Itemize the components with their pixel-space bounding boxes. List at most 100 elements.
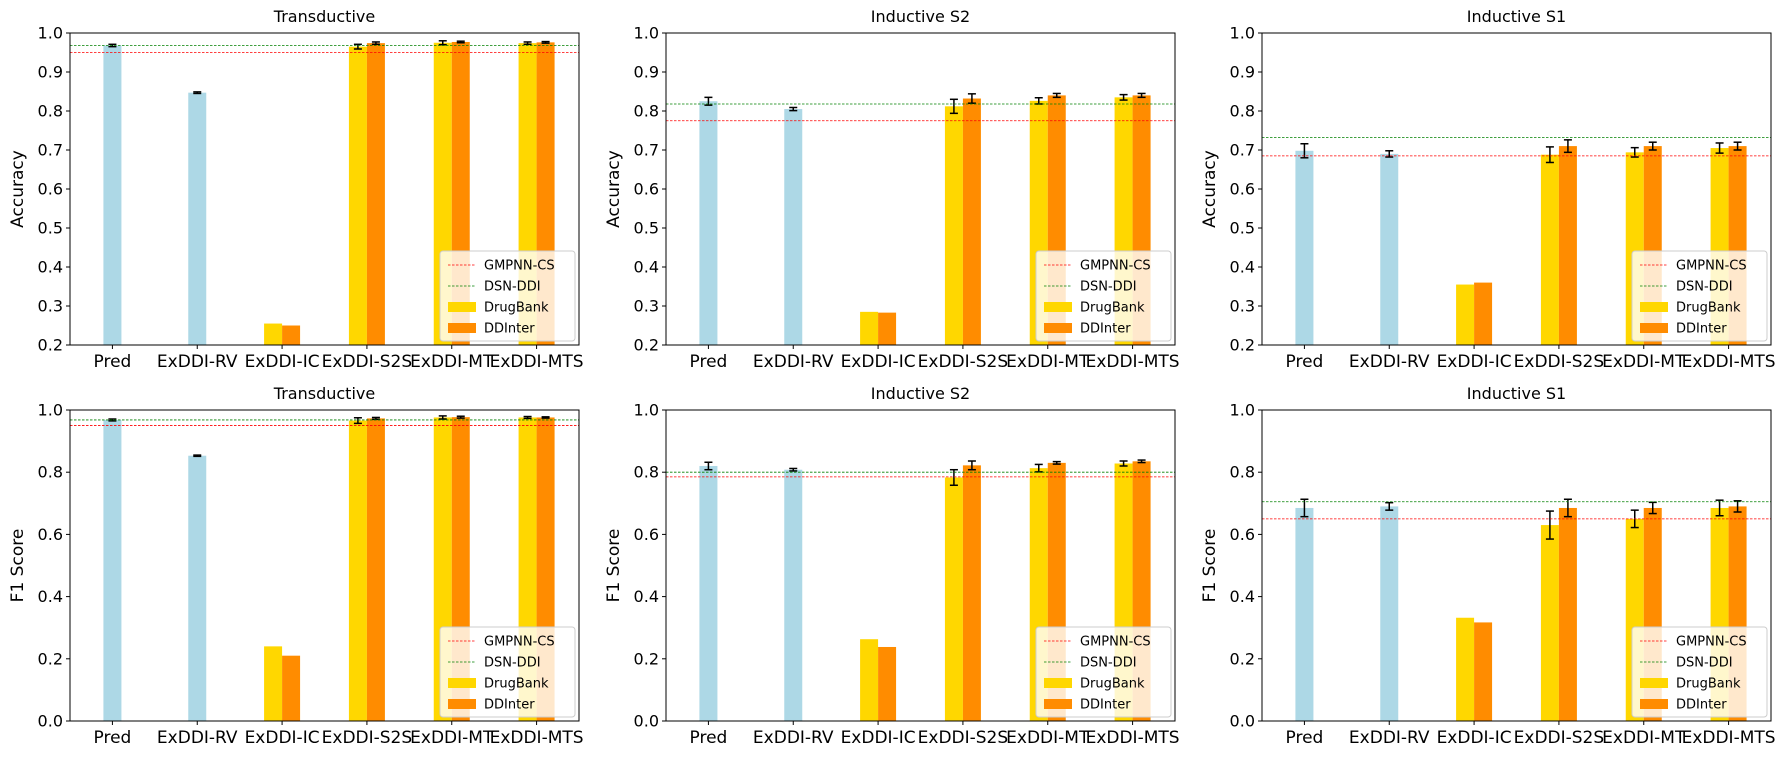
bar-drugbank-exddi-ic: [860, 639, 879, 721]
bar-ddinter-exddi-ic: [878, 312, 897, 345]
legend-swatch-ddinter: [1044, 323, 1072, 333]
xtick-label: ExDDI-MT: [1602, 352, 1686, 372]
ytick-label: 0.0: [634, 712, 659, 731]
ytick-label: 0.2: [38, 649, 63, 668]
legend-label-drugbank: DrugBank: [1676, 301, 1741, 316]
ytick-label: 1.0: [634, 24, 659, 43]
legend-label-drugbank: DrugBank: [1080, 677, 1145, 692]
bar-drugbank-exddi-s2s: [944, 477, 963, 721]
ytick-label: 0.6: [634, 180, 659, 199]
legend-swatch-drugbank: [1044, 302, 1072, 312]
legend-label-gmpnn-cs: GMPNN-CS: [484, 635, 555, 650]
legend-swatch-drugbank: [1640, 302, 1668, 312]
legend-label-gmpnn-cs: GMPNN-CS: [1080, 259, 1151, 274]
legend-label-ddinter: DDInter: [1080, 322, 1131, 337]
ytick-label: 0.3: [1230, 297, 1255, 316]
ytick-label: 0.4: [1230, 258, 1255, 277]
ytick-label: 0.8: [634, 102, 659, 121]
legend-label-dsn-ddi: DSN-DDI: [1676, 280, 1733, 295]
bar-ddinter-exddi-ic: [1474, 622, 1493, 721]
ytick-label: 0.6: [38, 180, 63, 199]
legend: GMPNN-CS DSN-DDI DrugBank DDInter: [1631, 250, 1768, 342]
subplot-title: Inductive S1: [1467, 7, 1566, 26]
legend-box: [1631, 250, 1768, 342]
legend-box: [439, 626, 576, 718]
xtick-label: ExDDI-S2S: [322, 352, 413, 372]
ytick-label: 0.0: [1230, 712, 1255, 731]
bar-pred-exddi-rv: [784, 469, 803, 721]
ytick-label: 0.4: [38, 587, 63, 606]
legend-swatch-drugbank: [448, 302, 476, 312]
xtick-label: ExDDI-MT: [410, 728, 494, 748]
ytick-label: 1.0: [1230, 24, 1255, 43]
legend-swatch-ddinter: [448, 323, 476, 333]
subplot-title: Inductive S2: [871, 7, 970, 26]
legend-box: [1631, 626, 1768, 718]
bar-pred-exddi-rv: [1380, 506, 1399, 721]
legend: GMPNN-CS DSN-DDI DrugBank DDInter: [439, 250, 576, 342]
xtick-label: ExDDI-RV: [157, 728, 238, 748]
axes-frame: [1261, 409, 1772, 722]
ytick-label: 0.9: [1230, 63, 1255, 82]
bar-drugbank-exddi-ic: [264, 323, 283, 345]
legend-label-ddinter: DDInter: [1676, 698, 1727, 713]
ytick-label: 0.2: [634, 649, 659, 668]
bar-pred-pred: [699, 101, 718, 345]
ytick-label: 0.7: [38, 141, 63, 160]
ytick-label: 0.8: [1230, 102, 1255, 121]
legend-label-gmpnn-cs: GMPNN-CS: [1080, 635, 1151, 650]
bar-drugbank-exddi-ic: [264, 646, 283, 721]
legend-label-ddinter: DDInter: [1676, 322, 1727, 337]
xtick-label: ExDDI-MTS: [1682, 352, 1776, 372]
ytick-label: 0.6: [634, 525, 659, 544]
bar-pred-pred: [1295, 507, 1314, 721]
ytick-label: 0.9: [38, 63, 63, 82]
bar-ddinter-exddi-s2s: [962, 98, 981, 346]
legend-label-ddinter: DDInter: [484, 322, 535, 337]
bar-drugbank-exddi-s2s: [944, 106, 963, 345]
xtick-label: Pred: [1286, 352, 1324, 372]
ytick-label: 0.2: [38, 336, 63, 355]
legend-label-ddinter: DDInter: [1080, 698, 1131, 713]
ytick-label: 0.3: [634, 297, 659, 316]
bar-ddinter-exddi-s2s: [366, 43, 385, 345]
bar-pred-pred: [699, 465, 718, 721]
ytick-label: 1.0: [1230, 401, 1255, 420]
ytick-label: 0.6: [1230, 525, 1255, 544]
xtick-label: ExDDI-MTS: [1682, 728, 1776, 748]
y-axis-label: Accuracy: [8, 150, 28, 228]
legend-box: [1035, 250, 1172, 342]
axes-frame: [665, 409, 1176, 722]
subplot-title: Inductive S1: [1467, 384, 1566, 403]
xtick-label: ExDDI-S2S: [918, 352, 1009, 372]
bar-ddinter-exddi-s2s: [1558, 507, 1577, 721]
bar-drugbank-exddi-ic: [860, 311, 879, 345]
ytick-label: 0.4: [38, 258, 63, 277]
y-axis-label: Accuracy: [1200, 150, 1220, 228]
xtick-label: ExDDI-S2S: [1514, 728, 1605, 748]
bar-pred-exddi-rv: [784, 109, 803, 345]
legend-swatch-ddinter: [1044, 699, 1072, 709]
ytick-label: 0.6: [38, 525, 63, 544]
bar-pred-pred: [103, 419, 122, 721]
ytick-label: 0.2: [1230, 336, 1255, 355]
xtick-label: Pred: [94, 352, 132, 372]
xtick-label: ExDDI-IC: [1437, 352, 1512, 372]
bar-drugbank-exddi-s2s: [348, 420, 367, 721]
subplot-2: 0.2 0.3 0.4 0.5 0.6 0.7 0.8 0.9 1.0 Pred ExDDI-RV E…: [604, 7, 1180, 372]
y-axis-label: F1 Score: [8, 529, 28, 603]
legend-swatch-ddinter: [1640, 699, 1668, 709]
legend-label-gmpnn-cs: GMPNN-CS: [484, 259, 555, 274]
xtick-label: Pred: [690, 728, 728, 748]
bar-pred-exddi-rv: [188, 455, 207, 721]
legend: GMPNN-CS DSN-DDI DrugBank DDInter: [1035, 626, 1172, 718]
xtick-label: ExDDI-MTS: [1086, 728, 1180, 748]
xtick-label: ExDDI-S2S: [1514, 352, 1605, 372]
ytick-label: 0.8: [634, 463, 659, 482]
legend-box: [1035, 626, 1172, 718]
ytick-label: 0.8: [38, 102, 63, 121]
bar-ddinter-exddi-s2s: [962, 465, 981, 721]
xtick-label: ExDDI-IC: [841, 728, 916, 748]
